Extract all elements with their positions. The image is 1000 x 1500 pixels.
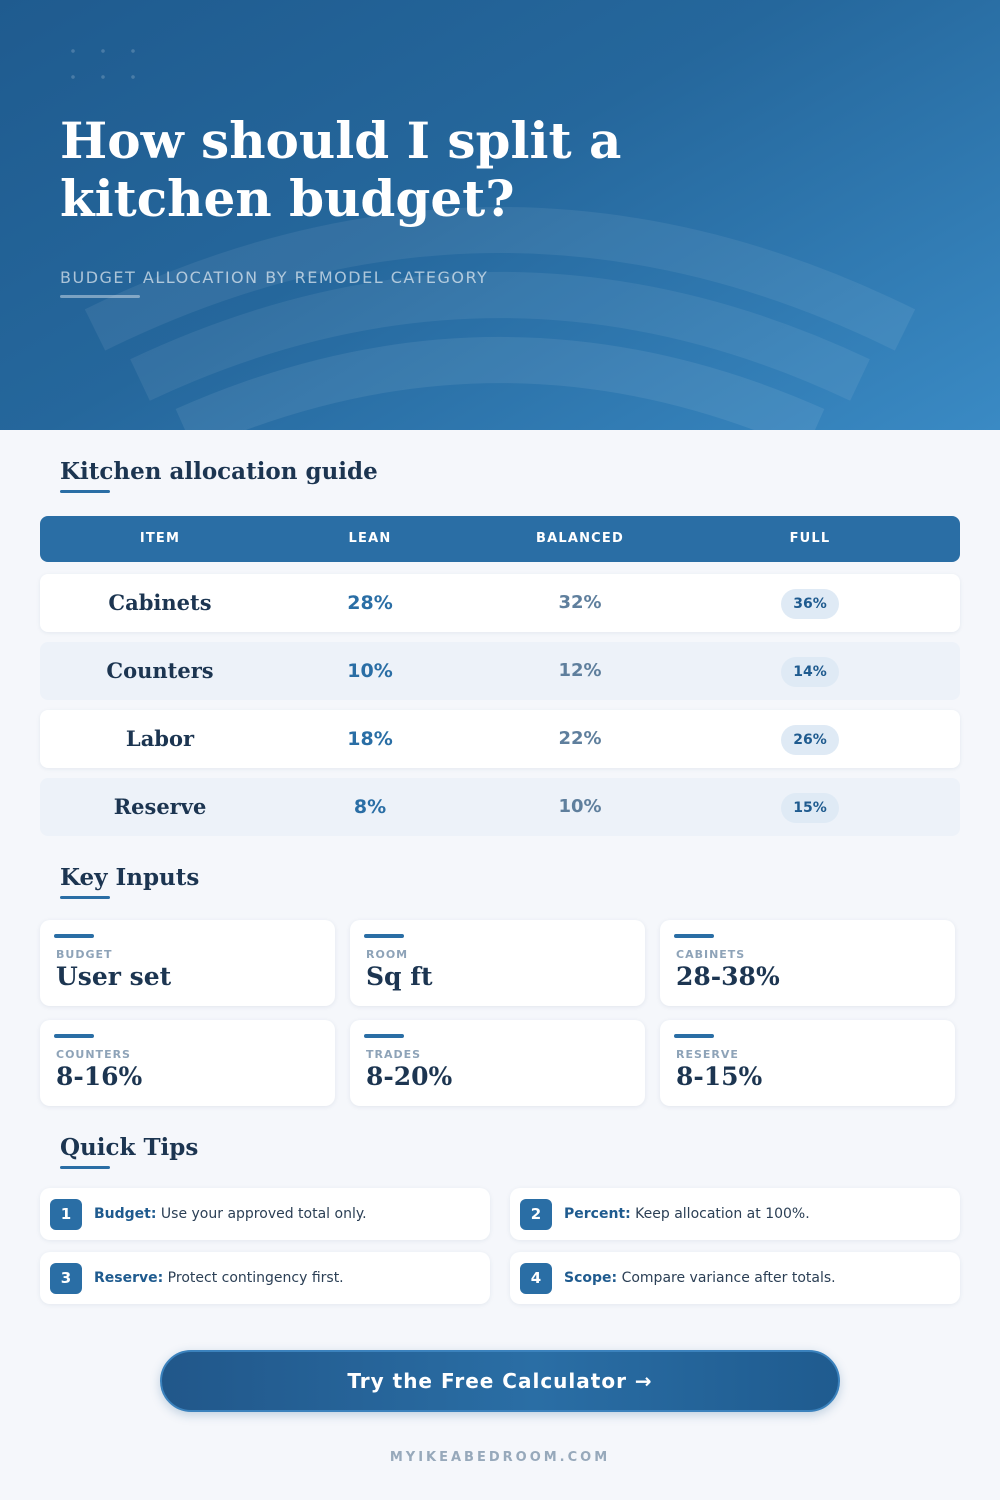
column-header-lean: LEAN [348, 531, 392, 546]
input-card-room: ROOM Sq ft [350, 920, 645, 1006]
column-header-balanced: BALANCED [535, 531, 624, 546]
tip-keyword: Scope: [564, 1270, 618, 1286]
tip-number-badge: 1 [50, 1199, 82, 1230]
arc-decoration [84, 207, 916, 430]
page-title: How should I split a kitchen budget? [60, 111, 622, 228]
row-item: Cabinets [108, 590, 212, 615]
card-label: ROOM [366, 948, 409, 961]
full-badge: 15% [781, 792, 839, 823]
tip-text: Percent: Keep allocation at 100%. [564, 1188, 810, 1240]
tip-description: Compare variance after totals. [617, 1270, 836, 1286]
tip-description: Keep allocation at 100%. [630, 1206, 810, 1222]
card-accent-bar [364, 934, 404, 938]
full-badge: 14% [781, 656, 839, 687]
card-value: 8-16% [56, 1062, 143, 1091]
row-balanced: 22% [558, 728, 602, 749]
row-item: Labor [125, 726, 195, 751]
row-item: Counters [106, 658, 214, 683]
row-full: 15% [710, 778, 910, 836]
tip-keyword: Budget: [94, 1206, 157, 1222]
table-row: Reserve 8% 10% 15% [40, 778, 960, 836]
card-accent-bar [54, 1034, 94, 1038]
tip-text: Reserve: Protect contingency first. [94, 1252, 344, 1304]
row-balanced: 12% [558, 660, 602, 681]
card-label: COUNTERS [56, 1048, 131, 1061]
tip-keyword: Percent: [564, 1206, 631, 1222]
card-value: User set [56, 962, 172, 991]
key-inputs-heading-bar [60, 896, 110, 899]
row-full: 36% [710, 574, 910, 632]
table-row: Counters 10% 12% 14% [40, 642, 960, 700]
card-accent-bar [364, 1034, 404, 1038]
free-calculator-button[interactable]: Try the Free Calculator → [160, 1350, 840, 1412]
input-card-reserve: RESERVE 8-15% [660, 1020, 955, 1106]
row-lean: 10% [347, 660, 393, 682]
tip-item: 1 Budget: Use your approved total only. [40, 1188, 490, 1240]
input-card-counters: COUNTERS 8-16% [40, 1020, 335, 1106]
tip-text: Budget: Use your approved total only. [94, 1188, 367, 1240]
card-accent-bar [674, 1034, 714, 1038]
card-label: BUDGET [56, 948, 113, 961]
allocation-table-header: ITEM LEAN BALANCED FULL [40, 516, 960, 562]
row-balanced: 10% [558, 796, 602, 817]
page-subtitle: BUDGET ALLOCATION BY REMODEL CATEGORY [60, 268, 489, 287]
card-value: Sq ft [366, 962, 433, 991]
card-accent-bar [674, 934, 714, 938]
tip-description: Use your approved total only. [156, 1206, 367, 1222]
card-value: 8-15% [676, 1062, 763, 1091]
card-value: 28-38% [676, 962, 780, 991]
tip-number-badge: 2 [520, 1199, 552, 1230]
full-badge: 36% [781, 588, 839, 619]
full-badge: 26% [781, 724, 839, 755]
tip-number-badge: 3 [50, 1263, 82, 1294]
tip-item: 4 Scope: Compare variance after totals. [510, 1252, 960, 1304]
card-value: 8-20% [366, 1062, 453, 1091]
row-full: 14% [710, 642, 910, 700]
tip-description: Protect contingency first. [163, 1270, 344, 1286]
tip-item: 2 Percent: Keep allocation at 100%. [510, 1188, 960, 1240]
allocation-heading: Kitchen allocation guide [60, 458, 378, 485]
tip-keyword: Reserve: [94, 1270, 164, 1286]
dot-pattern-decoration [58, 38, 158, 98]
subtitle-underline [60, 295, 140, 298]
column-header-full: FULL [789, 531, 831, 546]
input-card-trades: TRADES 8-20% [350, 1020, 645, 1106]
hero-banner: How should I split a kitchen budget? BUD… [0, 0, 1000, 430]
quick-tips-heading-bar [60, 1166, 110, 1169]
footer-site-name: MYIKEABEDROOM.COM [389, 1450, 611, 1465]
input-card-budget: BUDGET User set [40, 920, 335, 1006]
row-balanced: 32% [558, 592, 602, 613]
tip-number-badge: 4 [520, 1263, 552, 1294]
column-header-item: ITEM [139, 531, 181, 546]
table-row: Cabinets 28% 32% 36% [40, 574, 960, 632]
card-label: RESERVE [676, 1048, 739, 1061]
row-item: Reserve [113, 794, 207, 819]
row-lean: 8% [353, 796, 387, 818]
table-row: Labor 18% 22% 26% [40, 710, 960, 768]
quick-tips-heading: Quick Tips [60, 1134, 199, 1161]
row-full: 26% [710, 710, 910, 768]
allocation-heading-bar [60, 490, 110, 493]
card-accent-bar [54, 934, 94, 938]
row-lean: 18% [347, 728, 393, 750]
tip-text: Scope: Compare variance after totals. [564, 1252, 836, 1304]
card-label: CABINETS [676, 948, 746, 961]
row-lean: 28% [347, 592, 393, 614]
input-card-cabinets: CABINETS 28-38% [660, 920, 955, 1006]
card-label: TRADES [366, 1048, 422, 1061]
tip-item: 3 Reserve: Protect contingency first. [40, 1252, 490, 1304]
key-inputs-heading: Key Inputs [60, 864, 200, 891]
